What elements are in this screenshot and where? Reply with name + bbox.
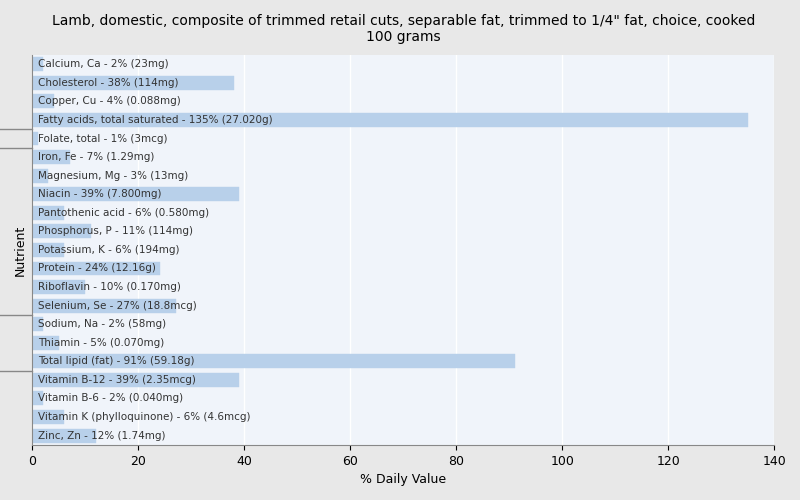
Bar <box>33 58 43 71</box>
Bar <box>33 76 234 90</box>
Text: Phosphorus, P - 11% (114mg): Phosphorus, P - 11% (114mg) <box>38 226 193 236</box>
Text: Protein - 24% (12.16g): Protein - 24% (12.16g) <box>38 264 156 274</box>
Text: Sodium, Na - 2% (58mg): Sodium, Na - 2% (58mg) <box>38 319 166 329</box>
Text: Fatty acids, total saturated - 135% (27.020g): Fatty acids, total saturated - 135% (27.… <box>38 115 272 125</box>
Bar <box>33 224 90 238</box>
Text: Copper, Cu - 4% (0.088mg): Copper, Cu - 4% (0.088mg) <box>38 96 181 106</box>
Text: Zinc, Zn - 12% (1.74mg): Zinc, Zn - 12% (1.74mg) <box>38 430 166 440</box>
Bar <box>33 150 70 164</box>
Bar <box>33 336 59 349</box>
Text: Vitamin K (phylloquinone) - 6% (4.6mcg): Vitamin K (phylloquinone) - 6% (4.6mcg) <box>38 412 250 422</box>
Bar <box>33 428 96 442</box>
Text: Iron, Fe - 7% (1.29mg): Iron, Fe - 7% (1.29mg) <box>38 152 154 162</box>
Bar <box>33 168 48 182</box>
Bar <box>33 243 64 257</box>
Bar <box>33 392 43 406</box>
Text: Vitamin B-6 - 2% (0.040mg): Vitamin B-6 - 2% (0.040mg) <box>38 394 183 404</box>
Bar <box>33 113 748 127</box>
Bar <box>33 373 239 387</box>
Bar <box>33 317 43 331</box>
Text: Riboflavin - 10% (0.170mg): Riboflavin - 10% (0.170mg) <box>38 282 181 292</box>
Text: Vitamin B-12 - 39% (2.35mcg): Vitamin B-12 - 39% (2.35mcg) <box>38 375 196 385</box>
Bar <box>33 280 86 294</box>
Bar <box>33 354 514 368</box>
Bar <box>33 262 160 276</box>
Text: Magnesium, Mg - 3% (13mg): Magnesium, Mg - 3% (13mg) <box>38 170 188 180</box>
Text: Total lipid (fat) - 91% (59.18g): Total lipid (fat) - 91% (59.18g) <box>38 356 194 366</box>
Title: Lamb, domestic, composite of trimmed retail cuts, separable fat, trimmed to 1/4": Lamb, domestic, composite of trimmed ret… <box>52 14 755 44</box>
Text: Niacin - 39% (7.800mg): Niacin - 39% (7.800mg) <box>38 189 162 199</box>
Bar <box>33 298 175 312</box>
Text: Potassium, K - 6% (194mg): Potassium, K - 6% (194mg) <box>38 245 179 255</box>
Bar <box>33 410 64 424</box>
Y-axis label: Nutrient: Nutrient <box>14 224 27 276</box>
Bar <box>33 188 239 201</box>
Text: Folate, total - 1% (3mcg): Folate, total - 1% (3mcg) <box>38 134 167 143</box>
X-axis label: % Daily Value: % Daily Value <box>360 473 446 486</box>
Text: Cholesterol - 38% (114mg): Cholesterol - 38% (114mg) <box>38 78 178 88</box>
Text: Calcium, Ca - 2% (23mg): Calcium, Ca - 2% (23mg) <box>38 60 168 70</box>
Text: Thiamin - 5% (0.070mg): Thiamin - 5% (0.070mg) <box>38 338 164 347</box>
Text: Selenium, Se - 27% (18.8mcg): Selenium, Se - 27% (18.8mcg) <box>38 300 197 310</box>
Text: Pantothenic acid - 6% (0.580mg): Pantothenic acid - 6% (0.580mg) <box>38 208 209 218</box>
Bar <box>33 132 38 145</box>
Bar <box>33 94 54 108</box>
Bar <box>33 206 64 220</box>
